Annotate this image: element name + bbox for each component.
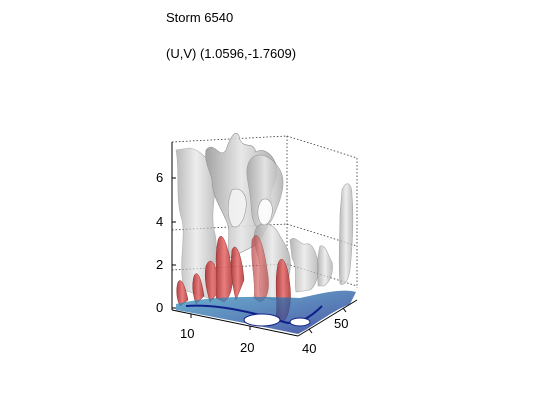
uv-readout: (U,V) (1.0596,-1.7609) bbox=[166, 46, 297, 61]
z-tick-label: 4 bbox=[156, 214, 164, 229]
z-tick-label: 0 bbox=[156, 300, 164, 315]
y-tick-label: 50 bbox=[334, 316, 349, 331]
axis-lines bbox=[171, 142, 358, 337]
y-tick-label: 40 bbox=[302, 341, 317, 356]
x-tick-label: 10 bbox=[180, 326, 195, 341]
figure-title: Storm 6540 bbox=[166, 10, 234, 25]
x-tick-label: 20 bbox=[240, 340, 255, 355]
base-plane bbox=[176, 290, 356, 334]
z-tick-label: 6 bbox=[156, 170, 164, 185]
z-tick-label: 2 bbox=[156, 257, 164, 272]
grey-isosurface bbox=[175, 132, 354, 301]
